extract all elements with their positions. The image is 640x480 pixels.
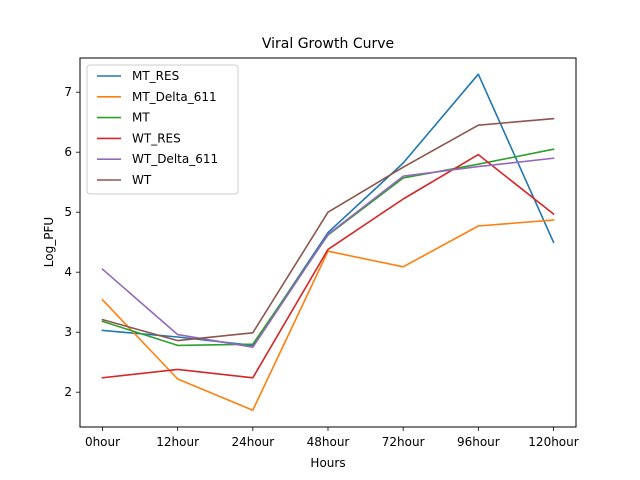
y-tick-label: 5 <box>64 205 72 219</box>
legend-label: WT_Delta_611 <box>132 152 218 166</box>
y-tick-label: 3 <box>64 325 72 339</box>
x-tick-label: 72hour <box>382 435 425 449</box>
x-tick-label: 24hour <box>231 435 274 449</box>
y-tick-label: 2 <box>64 385 72 399</box>
series-line-mt-delta-611 <box>101 219 555 412</box>
series-line-wt-res <box>101 153 555 379</box>
series-line-wt <box>101 117 555 342</box>
y-axis-label: Log_PFU <box>42 217 56 267</box>
legend-label: WT_RES <box>132 131 181 145</box>
x-axis: 0hour 12hour 24hour 48hour 72hour 96hour 120ho… <box>85 427 579 449</box>
legend-label: MT_RES <box>132 69 179 83</box>
y-tick-label: 7 <box>64 85 72 99</box>
series-layer <box>101 73 555 412</box>
y-tick-label: 6 <box>64 145 72 159</box>
legend-label: MT_Delta_611 <box>132 90 217 104</box>
x-tick-label: 0hour <box>85 435 120 449</box>
x-axis-label: Hours <box>310 456 345 470</box>
y-axis: 2 3 4 5 6 7 <box>64 85 80 399</box>
legend: MT_RES MT_Delta_611 MT WT_RES WT_Delta_611 WT <box>86 64 239 195</box>
legend-label: WT <box>132 173 152 187</box>
x-tick-label: 48hour <box>307 435 350 449</box>
series-line-mt-res <box>101 73 555 347</box>
legend-box <box>86 64 239 195</box>
y-tick-label: 4 <box>64 265 72 279</box>
legend-label: MT <box>132 111 150 125</box>
chart-title: Viral Growth Curve <box>262 36 394 52</box>
x-tick-label: 96hour <box>457 435 500 449</box>
x-tick-label: 12hour <box>156 435 199 449</box>
series-line-wt-delta-611 <box>101 157 555 349</box>
x-tick-label: 120hour <box>528 435 578 449</box>
